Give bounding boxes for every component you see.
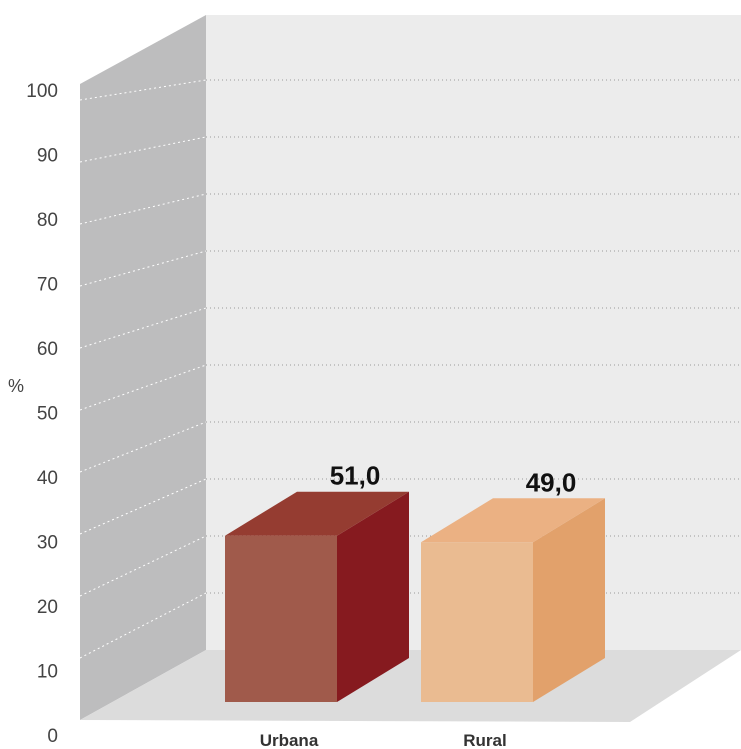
gridlines — [79, 79, 741, 659]
gridline-side — [79, 364, 207, 411]
category-labels: Urbana Rural — [260, 731, 507, 749]
bars — [225, 491, 605, 702]
category-label: Rural — [463, 731, 506, 749]
side-wall — [80, 15, 206, 720]
y-tick-label: 40 — [37, 468, 58, 489]
bar-rural — [421, 498, 605, 702]
bar-front — [225, 535, 337, 702]
y-tick-label: 0 — [47, 726, 58, 747]
y-tick-label: 90 — [37, 146, 58, 167]
y-tick-label: 80 — [37, 210, 58, 231]
y-tick-label: 100 — [26, 81, 58, 102]
y-tick-label: 60 — [37, 339, 58, 360]
bar-top — [421, 498, 605, 543]
bar-side — [337, 491, 409, 702]
y-tick-label: 10 — [37, 662, 58, 683]
data-label: 51,0 — [330, 461, 381, 491]
category-label: Urbana — [260, 731, 319, 749]
y-tick-label: 70 — [37, 275, 58, 296]
gridline-side — [79, 250, 207, 287]
gridline-side — [79, 136, 207, 163]
bar-front — [421, 542, 533, 702]
data-label: 49,0 — [526, 467, 577, 497]
y-tick-labels: 0 10 20 30 40 50 60 70 80 90 100 — [26, 81, 58, 747]
bar-top — [225, 491, 409, 536]
gridline-side — [79, 535, 207, 597]
bar-urbana — [225, 491, 409, 702]
gridline-side — [79, 592, 207, 659]
y-tick-label: 30 — [37, 533, 58, 554]
gridline-side — [79, 79, 207, 101]
y-tick-label: 20 — [37, 597, 58, 618]
y-tick-label: 50 — [37, 404, 58, 425]
gridline-side — [79, 193, 207, 225]
data-labels: 51,0 49,0 — [330, 461, 577, 498]
y-axis-label: % — [8, 376, 24, 396]
bar-side — [533, 498, 605, 702]
gridline-side — [79, 307, 207, 349]
